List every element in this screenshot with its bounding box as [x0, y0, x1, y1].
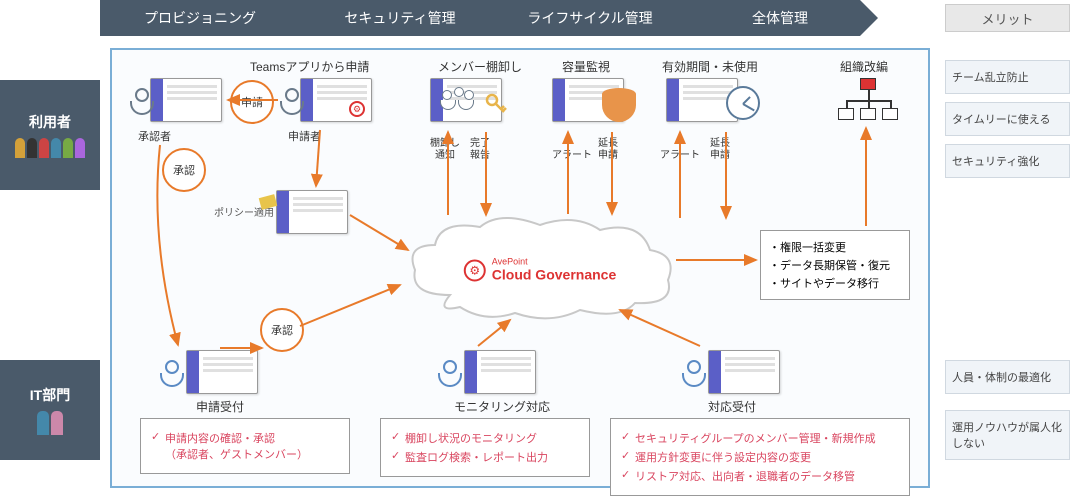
mgmt-bullets: ・権限一括変更 ・データ長期保管・復元 ・サイトやデータ移行	[760, 230, 910, 300]
approve-circle-1: 承認	[162, 148, 206, 192]
org-icon	[838, 78, 898, 122]
clock-icon	[726, 86, 760, 120]
org-title: 組織改編	[840, 58, 888, 75]
merit-tab: メリット	[945, 4, 1070, 32]
apply-circle: 申請	[230, 80, 274, 124]
policy-window	[276, 190, 348, 234]
alert-label-2: アラート	[660, 150, 700, 162]
applicant-icon	[278, 88, 306, 115]
expiry-title: 有効期間・未使用	[662, 58, 758, 75]
people-icon	[15, 138, 85, 158]
it-window-1	[186, 350, 258, 394]
merit-3: セキュリティ強化	[945, 144, 1070, 178]
role-it: IT部門	[0, 360, 100, 460]
it-window-2	[464, 350, 536, 394]
extend-label-1: 延長 申請	[598, 138, 618, 162]
notify-label: 棚卸し 通知	[430, 138, 460, 162]
sec-title: メンバー棚卸し	[438, 58, 522, 75]
alert-label-1: アラート	[552, 150, 592, 162]
box2-title: モニタリング対応	[454, 398, 550, 415]
tab-lifecycle: ライフサイクル管理	[480, 0, 680, 36]
tab-provisioning: プロビジョニング	[100, 0, 300, 36]
key-icon	[484, 92, 508, 116]
taskbox-2: 棚卸し状況のモニタリング監査ログ検索・レポート出力	[380, 418, 590, 477]
cloud-governance: ⚙ AvePointCloud Governance	[400, 215, 680, 325]
applicant-window: ⚙	[300, 78, 372, 122]
gear-icon: ⚙	[349, 101, 365, 117]
tab-management: 全体管理	[680, 0, 860, 36]
box1-title: 申請受付	[196, 398, 244, 415]
approver-icon	[128, 88, 156, 115]
it-person-1	[158, 360, 186, 387]
capacity-title: 容量監視	[562, 58, 610, 75]
db-icon	[602, 88, 636, 126]
header-tabs: プロビジョニング セキュリティ管理 ライフサイクル管理 全体管理	[100, 0, 860, 36]
tab-security: セキュリティ管理	[300, 0, 480, 36]
merit-4: 人員・体制の最適化	[945, 360, 1070, 394]
teams-apply-label: Teamsアプリから申請	[250, 58, 369, 75]
people-icon	[37, 411, 63, 435]
approver-label: 承認者	[138, 128, 171, 144]
role-user: 利用者	[0, 80, 100, 190]
box3-title: 対応受付	[708, 398, 756, 415]
approver-window	[150, 78, 222, 122]
report-label: 完了 報告	[470, 138, 490, 162]
approve-circle-2: 承認	[260, 308, 304, 352]
it-person-2	[436, 360, 464, 387]
members-icon	[440, 90, 476, 120]
applicant-label: 申請者	[288, 128, 321, 144]
taskbox-1: 申請内容の確認・承認 （承認者、ゲストメンバー）	[140, 418, 350, 474]
merit-2: タイムリーに使える	[945, 102, 1070, 136]
logo-icon: ⚙	[464, 259, 486, 281]
it-person-3	[680, 360, 708, 387]
it-window-3	[708, 350, 780, 394]
merit-1: チーム乱立防止	[945, 60, 1070, 94]
extend-label-2: 延長 申請	[710, 138, 730, 162]
taskbox-3: セキュリティグループのメンバー管理・新規作成運用方針変更に伴う設定内容の変更リス…	[610, 418, 910, 496]
merit-5: 運用ノウハウが属人化しない	[945, 410, 1070, 460]
